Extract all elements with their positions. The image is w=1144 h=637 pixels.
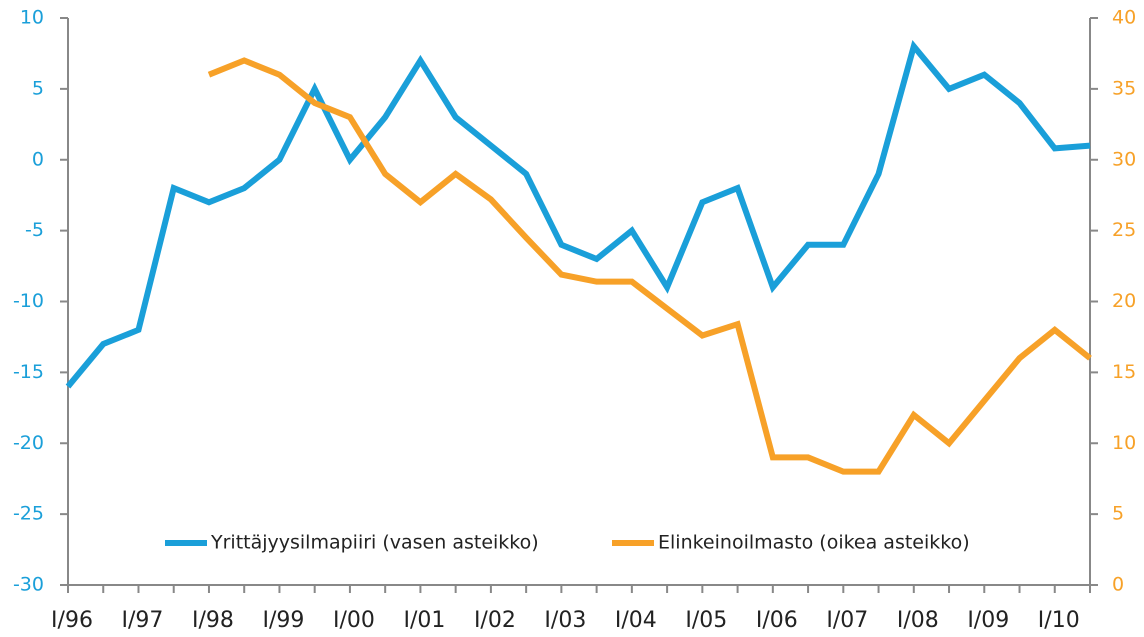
x-tick-label: I/10	[1038, 608, 1080, 633]
y2-tick-label: 5	[1112, 503, 1124, 525]
x-tick-label: I/08	[897, 608, 939, 633]
x-tick-label: I/03	[544, 608, 586, 633]
x-tick-label: I/06	[756, 608, 798, 633]
y2-tick-label: 35	[1112, 77, 1136, 99]
series-line	[207, 57, 1092, 475]
y-tick-label: 10	[20, 7, 44, 29]
y2-tick-label: 10	[1112, 432, 1136, 454]
y-tick-label: -25	[13, 503, 44, 525]
y-tick-label: 0	[32, 148, 44, 170]
y-tick-label: -15	[13, 361, 44, 383]
y2-tick-label: 25	[1112, 219, 1136, 241]
legend-label: Elinkeinoilmasto (oikea asteikko)	[658, 532, 970, 554]
x-tick-label: I/99	[262, 608, 304, 633]
y2-tick-label: 20	[1112, 290, 1136, 312]
x-tick-label: I/96	[51, 608, 93, 633]
x-tick-label: I/02	[474, 608, 516, 633]
y-tick-label: 5	[32, 77, 44, 99]
y-tick-label: -5	[25, 219, 44, 241]
x-tick-label: I/97	[122, 608, 164, 633]
x-tick-label: I/07	[826, 608, 868, 633]
y2-tick-label: 30	[1112, 148, 1136, 170]
x-tick-label: I/98	[192, 608, 234, 633]
series-line	[65, 40, 1091, 389]
y-tick-label: -10	[13, 290, 44, 312]
x-tick-label: I/01	[403, 608, 445, 633]
y2-tick-label: 40	[1112, 7, 1136, 29]
x-tick-label: I/05	[685, 608, 727, 633]
y2-tick-label: 15	[1112, 361, 1136, 383]
y2-tick-label: 0	[1112, 574, 1124, 596]
legend-label: Yrittäjyysilmapiiri (vasen asteikko)	[210, 532, 539, 554]
y-tick-label: -20	[13, 432, 44, 454]
x-tick-label: I/09	[967, 608, 1009, 633]
x-tick-label: I/00	[333, 608, 375, 633]
x-tick-label: I/04	[615, 608, 657, 633]
y-tick-label: -30	[13, 574, 44, 596]
